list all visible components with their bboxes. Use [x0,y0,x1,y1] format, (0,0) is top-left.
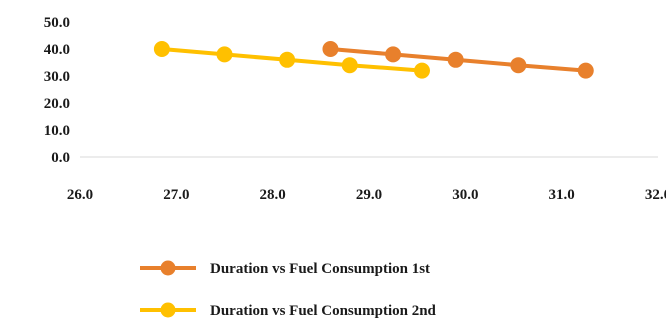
x-tick-label: 29.0 [356,187,382,203]
y-tick-label: 30.0 [44,69,70,85]
legend-item-2: Duration vs Fuel Consumption 2nd [140,302,437,319]
y-tick-label: 10.0 [44,123,70,139]
legend-item-1: Duration vs Fuel Consumption 1st [140,260,430,277]
series-1 [322,41,594,79]
data-point [385,46,402,63]
data-point [322,41,339,57]
legend-label: Duration vs Fuel Consumption 1st [210,261,430,277]
x-axis-ticks: 26.0 27.0 28.0 29.0 30.0 31.0 32.0 [67,187,666,203]
data-point [413,62,430,79]
data-point [216,46,233,63]
x-tick-label: 30.0 [452,187,478,203]
legend: Duration vs Fuel Consumption 1st Duration… [140,260,437,319]
data-point [510,57,527,74]
legend-marker-icon [160,260,176,276]
x-tick-label: 26.0 [67,187,93,203]
x-tick-label: 28.0 [260,187,286,203]
series-layer [153,41,594,79]
y-tick-label: 20.0 [44,96,70,112]
y-axis-ticks: 0.0 10.0 20.0 30.0 40.0 50.0 [44,15,70,166]
y-tick-label: 0.0 [51,150,70,166]
series-2 [153,41,430,79]
data-point [279,51,296,68]
legend-label: Duration vs Fuel Consumption 2nd [210,303,437,319]
data-point [447,51,464,68]
data-point [153,41,170,57]
data-point [341,57,358,74]
x-tick-label: 31.0 [549,187,575,203]
x-tick-label: 27.0 [163,187,189,203]
data-point [577,62,594,79]
y-tick-label: 50.0 [44,15,70,31]
legend-marker-icon [160,302,176,318]
x-tick-label: 32.0 [645,187,666,203]
y-tick-label: 40.0 [44,42,70,58]
